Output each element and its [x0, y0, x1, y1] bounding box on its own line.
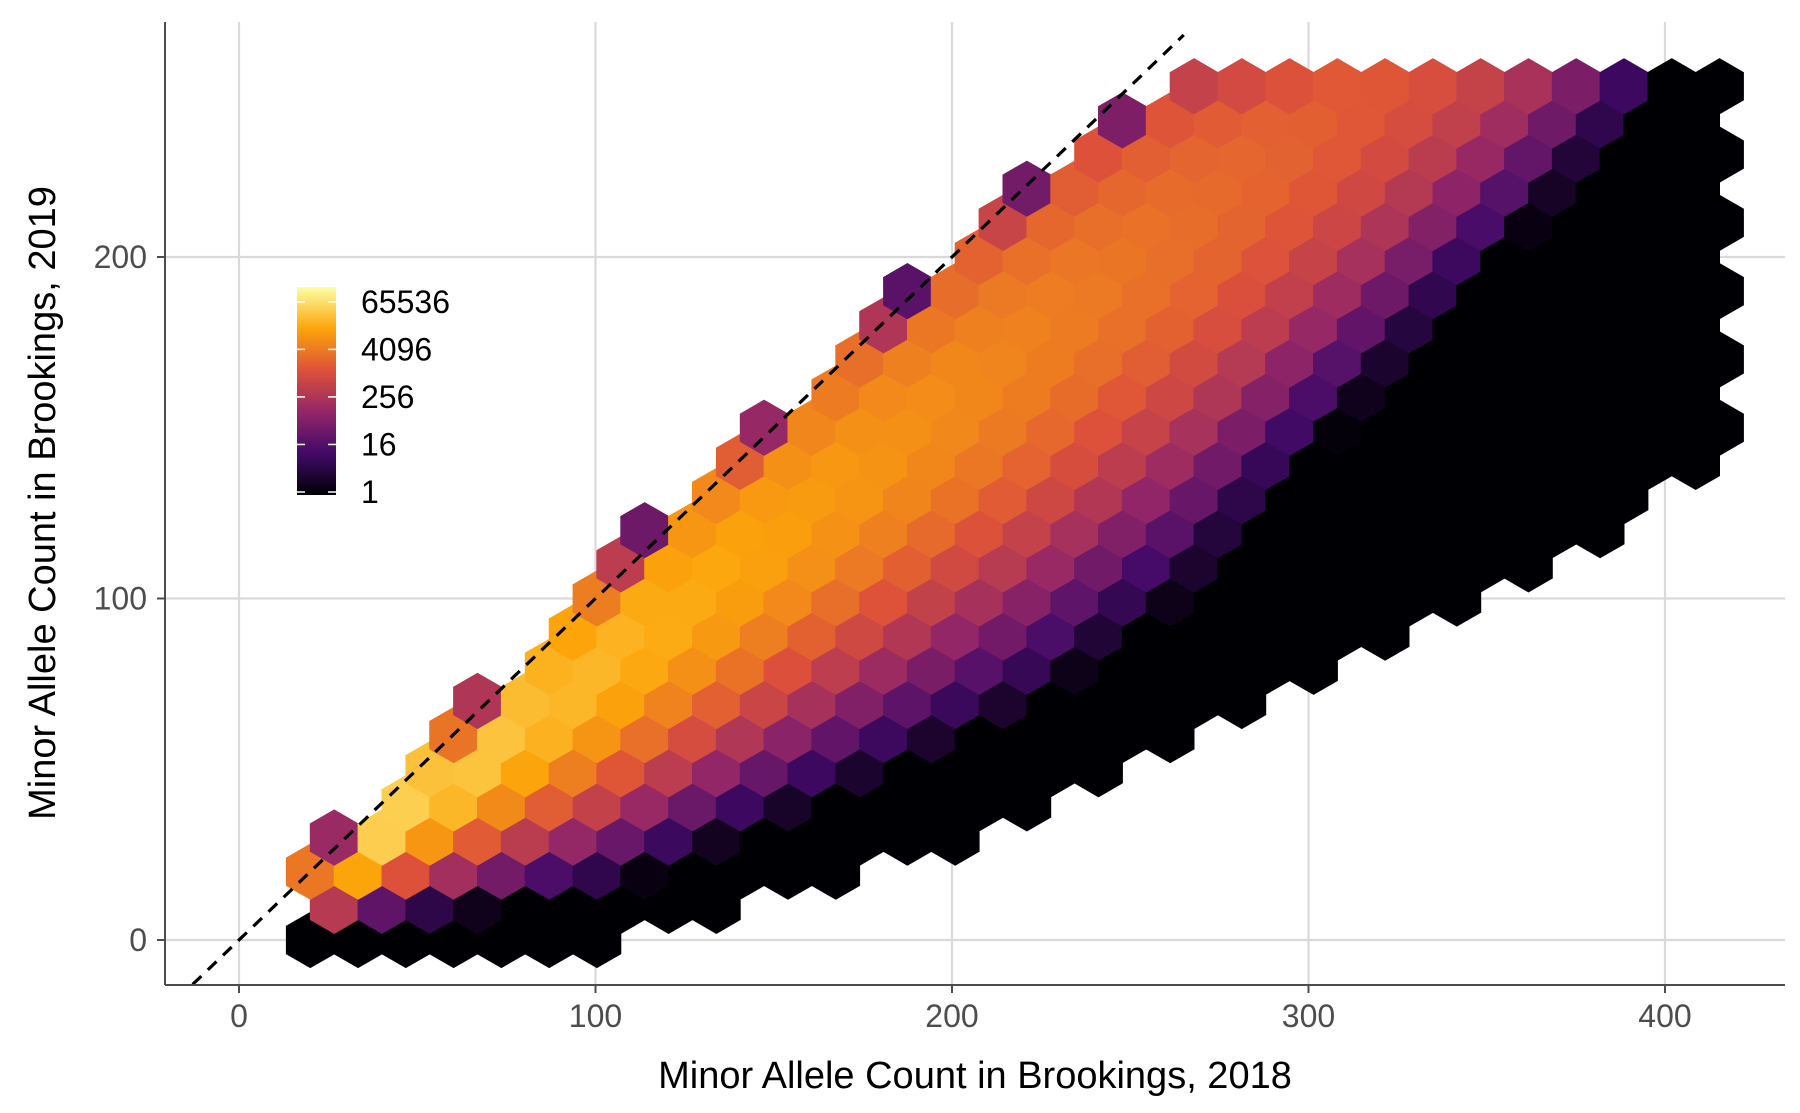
legend-label: 65536: [361, 284, 450, 320]
axes: [164, 22, 1785, 986]
hexbin-cell: [453, 672, 502, 730]
hexbin-cell: [1647, 58, 1697, 115]
y-axis-title: Minor Allele Count in Brookings, 2019: [22, 186, 64, 820]
legend-label: 4096: [361, 331, 432, 367]
hexbin-cell: [1504, 58, 1553, 115]
hexbin-cell: [739, 399, 789, 456]
color-legend: 65536 4096 256 16 1: [297, 284, 450, 510]
hexbin-cell: [1360, 58, 1410, 115]
y-tick-label: 100: [94, 581, 147, 617]
hexbin-cell: [309, 809, 359, 866]
hexbin-cell: [883, 263, 932, 320]
identity-reference-line: [191, 33, 1185, 986]
hexbin-cell: [1169, 58, 1219, 115]
legend-labels: 65536 4096 256 16 1: [297, 284, 450, 510]
legend-label: 1: [361, 474, 379, 510]
x-tick-label: 200: [925, 998, 978, 1034]
hexbin-cell: [1456, 58, 1506, 115]
x-tick-label: 300: [1282, 998, 1335, 1034]
y-tick-label: 0: [129, 922, 147, 958]
hexbin-cell: [1313, 58, 1362, 115]
legend-colorbar: [297, 287, 336, 495]
y-tick-label: 200: [94, 239, 147, 275]
hexbin-cell: [1408, 58, 1458, 115]
x-tick-label: 100: [569, 998, 622, 1034]
x-axis-ticks: 0 100 200 300 400: [230, 985, 1692, 1034]
hexbin-cell: [1695, 58, 1744, 115]
x-tick-label: 0: [230, 998, 248, 1034]
hexbin-cell: [1217, 58, 1267, 115]
x-tick-label: 400: [1638, 998, 1691, 1034]
x-axis-title: Minor Allele Count in Brookings, 2018: [658, 1055, 1292, 1097]
y-axis-ticks: 0 100 200: [94, 239, 165, 958]
legend-label: 256: [361, 379, 414, 415]
hexbin-cell: [620, 502, 670, 559]
legend-label: 16: [361, 426, 397, 462]
hexbin-cell: [1551, 58, 1601, 115]
hexbin-cell: [1599, 58, 1649, 115]
hexbin-cell: [1265, 58, 1314, 115]
hexbin-cells: [285, 58, 1744, 969]
hexbin-cell: [1002, 160, 1052, 217]
